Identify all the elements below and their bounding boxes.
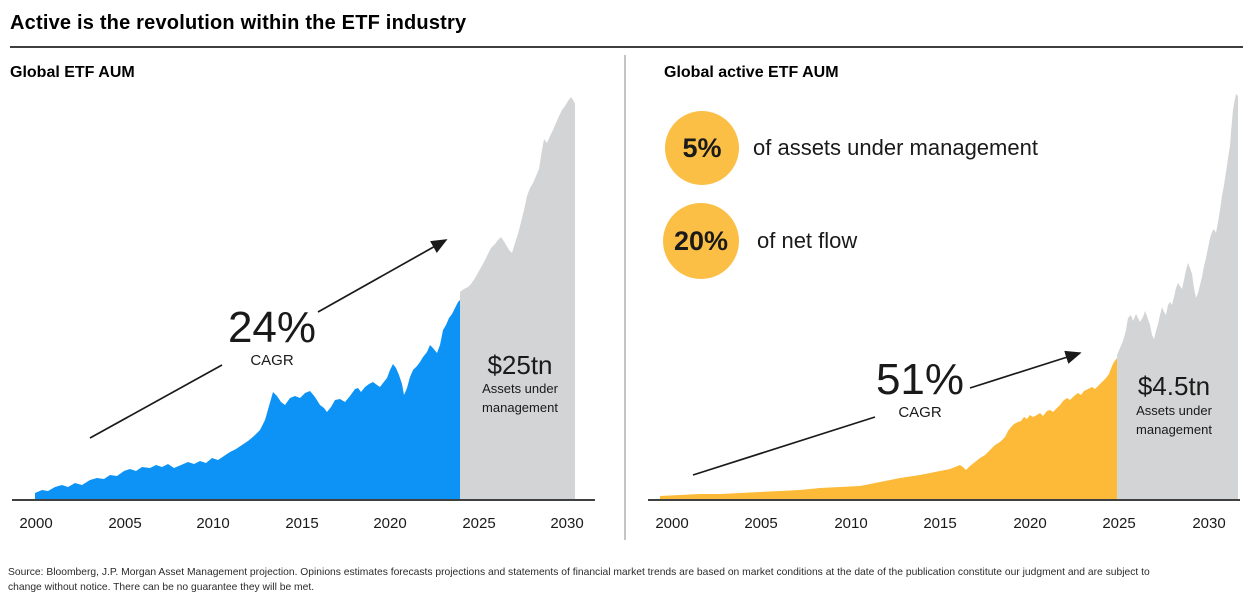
- right-cagr-arrow: [969, 350, 1082, 389]
- left-axis-tick-2005: 2005: [108, 515, 142, 532]
- source-line-1: Source: Bloomberg, J.P. Morgan Asset Man…: [8, 567, 1150, 578]
- source-disclaimer: Source: Bloomberg, J.P. Morgan Asset Man…: [8, 566, 1248, 595]
- right-axis-tick-2030: 2030: [1192, 515, 1226, 532]
- left-axis-tick-2010: 2010: [196, 515, 230, 532]
- right-axis-tick-2025: 2025: [1102, 515, 1136, 532]
- left-axis-tick-2030: 2030: [550, 515, 584, 532]
- left-axis-tick-2025: 2025: [462, 515, 496, 532]
- right-cagr-label: CAGR: [898, 404, 942, 421]
- stat-net-flow-share-label: of net flow: [757, 228, 858, 253]
- right-axis-tick-2000: 2000: [655, 515, 689, 532]
- left-projection-label: Assets under management: [482, 381, 558, 415]
- left-cagr-label: CAGR: [250, 352, 294, 369]
- right-axis-tick-2015: 2015: [923, 515, 957, 532]
- left-cagr-value: 24%: [227, 303, 317, 352]
- stat-circle-aum-share: 5%: [665, 111, 739, 185]
- left-axis-tick-2000: 2000: [19, 515, 53, 532]
- right-projection-label: Assets under management: [1136, 403, 1212, 437]
- right-axis-tick-2010: 2010: [834, 515, 868, 532]
- right-axis-tick-2020: 2020: [1013, 515, 1047, 532]
- stat-circle-net-flow-share: 20%: [663, 203, 739, 279]
- right-chart-actual-area: [660, 358, 1117, 501]
- right-cagr-arrow: [692, 416, 876, 476]
- left-cagr-arrow: [317, 239, 448, 313]
- source-line-2: change without notice. There can be no g…: [8, 581, 315, 593]
- left-chart-title: Global ETF AUM: [10, 64, 135, 81]
- right-chart-projection-area: [1117, 94, 1238, 501]
- right-chart-title: Global active ETF AUM: [664, 64, 839, 81]
- stat-net-flow-share-value: 20%: [673, 225, 729, 256]
- left-axis-tick-2020: 2020: [373, 515, 407, 532]
- left-cagr-arrow: [89, 364, 223, 439]
- right-axis-tick-2005: 2005: [744, 515, 778, 532]
- left-axis-tick-2015: 2015: [285, 515, 319, 532]
- page-title: Active is the revolution within the ETF …: [10, 12, 467, 34]
- stat-aum-share-label: of assets under management: [753, 135, 1038, 160]
- title-divider-rule: [10, 46, 1243, 48]
- left-projection-value: $25tn: [487, 350, 553, 380]
- panel-divider-line: [624, 55, 626, 540]
- stat-aum-share-value: 5%: [682, 132, 722, 163]
- left-chart-projection-area: [460, 97, 575, 501]
- left-chart-actual-area: [35, 300, 460, 501]
- right-projection-value: $4.5tn: [1137, 371, 1211, 401]
- right-cagr-value: 51%: [875, 355, 965, 404]
